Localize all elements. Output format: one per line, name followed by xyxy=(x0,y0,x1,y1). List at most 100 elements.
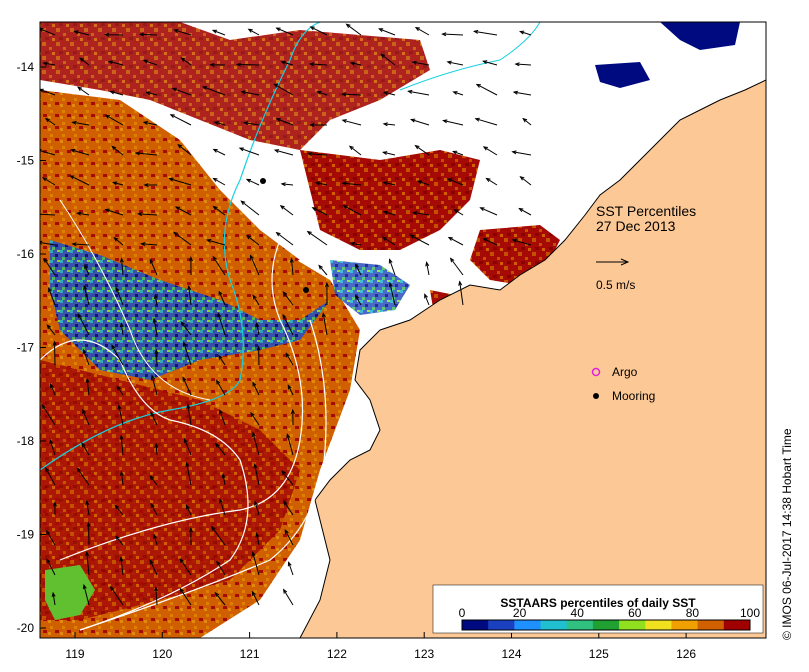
current-arrowhead xyxy=(411,60,417,65)
current-arrow xyxy=(389,259,396,276)
current-arrowhead xyxy=(309,122,315,127)
current-arrowhead xyxy=(188,256,193,262)
map-date: 27 Dec 2013 xyxy=(596,218,676,234)
current-arrowhead xyxy=(187,284,192,291)
current-arrowhead xyxy=(425,261,430,267)
current-arrow xyxy=(239,147,260,156)
y-tick-label: -19 xyxy=(17,528,35,542)
current-arrow xyxy=(179,588,192,606)
current-arrowhead xyxy=(179,587,184,593)
current-arrow xyxy=(120,435,124,456)
colorbar-swatch xyxy=(514,620,542,630)
current-arrow xyxy=(276,27,294,36)
current-arrowhead xyxy=(287,384,292,390)
current-arrow xyxy=(214,592,226,606)
current-arrowhead xyxy=(251,431,256,437)
current-arrow xyxy=(475,118,498,126)
current-arrowhead xyxy=(69,175,75,180)
current-arrowhead xyxy=(355,294,360,300)
mooring-marker xyxy=(260,178,266,184)
current-arrowhead xyxy=(46,529,51,536)
current-arrowhead xyxy=(511,150,517,155)
current-arrowhead xyxy=(185,504,190,510)
current-arrow xyxy=(413,212,430,216)
current-arrow xyxy=(276,118,294,126)
scale-arrowhead xyxy=(620,258,630,266)
current-arrowhead xyxy=(45,466,50,473)
current-arrow xyxy=(217,313,226,336)
current-arrow xyxy=(513,91,532,96)
current-arrow xyxy=(424,294,430,306)
current-arrow xyxy=(280,205,294,216)
colorbar-swatches xyxy=(461,619,751,631)
x-tick-label: 120 xyxy=(152,647,172,661)
current-arrowhead xyxy=(341,119,347,124)
current-arrowhead xyxy=(311,207,317,212)
current-arrowhead xyxy=(318,264,323,270)
current-arrowhead xyxy=(407,89,413,94)
current-arrowhead xyxy=(182,376,187,382)
current-arrowhead xyxy=(314,181,321,186)
current-arrow xyxy=(252,552,260,576)
current-arrowhead xyxy=(212,148,218,153)
mooring-icon xyxy=(593,393,599,399)
current-arrowhead xyxy=(283,500,288,506)
y-tick-label: -18 xyxy=(17,434,35,448)
current-arrowhead xyxy=(485,177,491,183)
current-arrowhead xyxy=(382,181,388,186)
current-arrow xyxy=(215,443,226,456)
current-arrow xyxy=(276,232,294,246)
current-arrowhead xyxy=(287,561,292,567)
current-arrowhead xyxy=(153,293,158,300)
current-arrow xyxy=(114,505,124,516)
current-arrowhead xyxy=(50,382,54,389)
current-arrow xyxy=(45,467,56,486)
current-arrowhead xyxy=(290,408,295,415)
current-arrow xyxy=(454,209,464,216)
current-arrowhead xyxy=(321,312,326,318)
current-arrow xyxy=(49,439,56,456)
current-arrowhead xyxy=(82,348,87,354)
current-arrow xyxy=(480,207,498,216)
current-arrow xyxy=(170,114,192,126)
current-arrow xyxy=(216,561,226,576)
current-arrow xyxy=(252,382,260,396)
current-arrow xyxy=(447,61,464,66)
current-arrow xyxy=(447,178,464,186)
current-arrow xyxy=(342,93,362,96)
current-arrow xyxy=(443,120,464,126)
isobath-cyan xyxy=(40,22,321,471)
current-arrow xyxy=(72,243,90,246)
current-arrowhead xyxy=(247,28,253,33)
current-arrow xyxy=(254,464,260,486)
current-arrow xyxy=(355,295,362,306)
current-arrow xyxy=(155,350,158,366)
current-arrow xyxy=(342,119,362,126)
current-arrow xyxy=(70,175,90,186)
current-arrowhead xyxy=(446,60,452,65)
current-arrowhead xyxy=(83,284,88,291)
current-arrow xyxy=(218,291,226,306)
current-arrow xyxy=(108,60,124,66)
current-arrowhead xyxy=(206,238,212,243)
current-arrowhead xyxy=(251,551,256,557)
sst-northwest-patch xyxy=(40,90,300,270)
current-arrowhead xyxy=(49,438,54,444)
current-arrowhead xyxy=(36,213,40,216)
current-arrowhead xyxy=(245,178,252,183)
current-arrowhead xyxy=(116,385,121,391)
current-arrowhead xyxy=(412,211,418,216)
current-arrowhead xyxy=(381,236,387,241)
current-arrow xyxy=(187,404,192,426)
current-arrow xyxy=(45,118,56,126)
current-arrowhead xyxy=(111,181,118,186)
current-arrow xyxy=(175,206,192,216)
current-arrow xyxy=(310,63,328,66)
current-arrowhead xyxy=(282,588,288,594)
current-arrow xyxy=(483,238,498,246)
current-arrowhead xyxy=(71,120,77,125)
current-arrowhead xyxy=(149,258,154,264)
current-arrowhead xyxy=(211,525,216,531)
current-arrow xyxy=(281,61,294,66)
current-arrowhead xyxy=(52,501,57,507)
